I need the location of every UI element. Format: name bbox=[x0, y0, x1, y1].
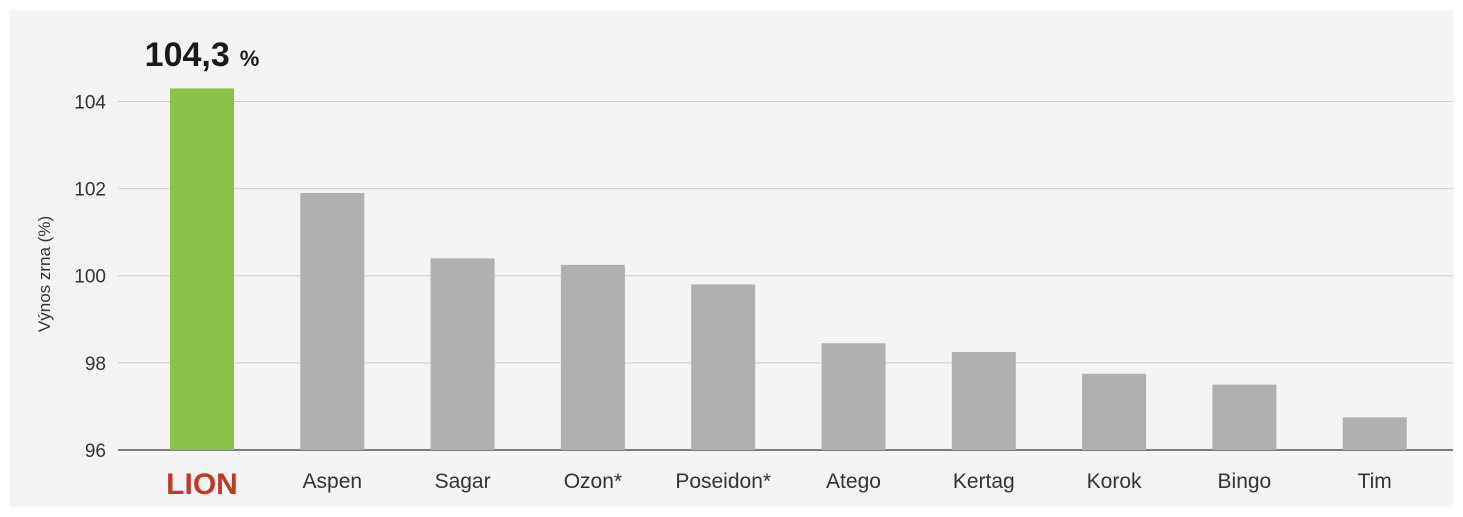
bar-sagar bbox=[430, 258, 495, 450]
bars bbox=[170, 88, 1407, 451]
y-tick-label: 98 bbox=[85, 354, 106, 375]
y-tick-label: 96 bbox=[85, 441, 106, 462]
x-category-label: Aspen bbox=[303, 470, 363, 493]
x-category-label: Korok bbox=[1087, 470, 1142, 493]
bar-poseidon bbox=[691, 284, 756, 450]
x-category-label: Sagar bbox=[435, 470, 491, 493]
x-category-label: LION bbox=[166, 468, 238, 501]
bar-lion bbox=[170, 88, 234, 450]
bar-ozon bbox=[560, 264, 625, 450]
x-category-label: Kertag bbox=[953, 470, 1015, 493]
highlight-unit: % bbox=[240, 46, 260, 71]
x-category-label: Atego bbox=[826, 470, 881, 493]
y-tick-label: 100 bbox=[74, 267, 106, 288]
x-category-label: Ozon* bbox=[564, 470, 622, 493]
y-tick-label: 102 bbox=[74, 180, 106, 201]
y-axis-ticks: 96 98 100 102 104 bbox=[74, 92, 106, 462]
bar-kertag bbox=[951, 351, 1016, 450]
bar-atego bbox=[821, 343, 886, 450]
bar-korok bbox=[1082, 373, 1147, 450]
x-category-label: Bingo bbox=[1218, 470, 1272, 493]
highlight-value-label: 104,3 % bbox=[145, 36, 260, 74]
y-axis-label: Výnos zrna (%) bbox=[35, 216, 54, 332]
bar-aspen bbox=[300, 192, 365, 451]
x-axis-categories: LION Aspen Sagar Ozon* Poseidon* Atego Kertag K… bbox=[166, 468, 1392, 501]
bar-bingo bbox=[1212, 384, 1277, 450]
x-category-label: Tim bbox=[1358, 470, 1392, 493]
highlight-value: 104,3 bbox=[145, 36, 230, 74]
y-tick-label: 104 bbox=[74, 92, 106, 113]
bar-tim bbox=[1342, 417, 1407, 450]
x-category-label: Poseidon* bbox=[675, 470, 771, 493]
